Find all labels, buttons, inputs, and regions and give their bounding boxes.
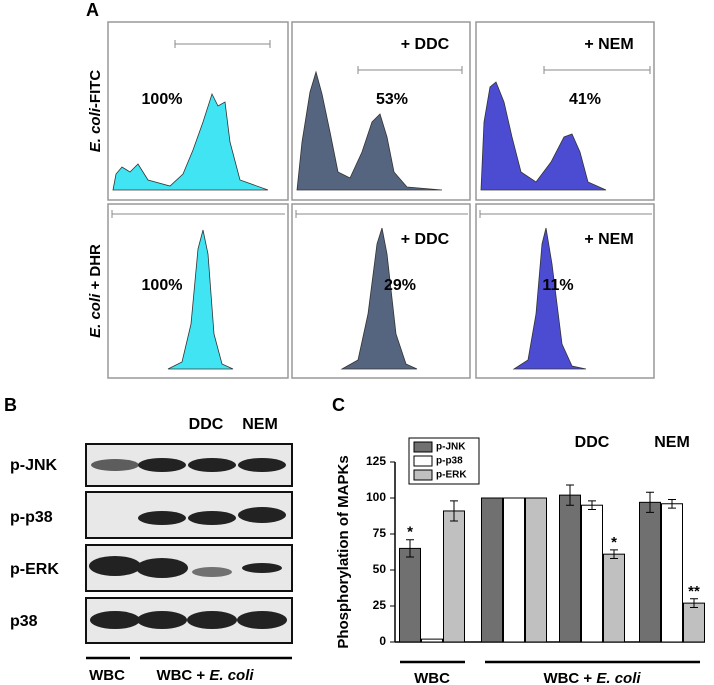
histogram-grid [107,21,655,379]
lane-label: NEM [242,416,278,433]
bar [639,501,661,643]
error-bar [588,500,596,511]
row-label-italic: E. coli [87,293,104,338]
histogram [340,227,418,370]
significance: * [407,524,413,541]
category-label: DDC [575,434,610,451]
legend-swatch [413,455,433,467]
row-label-text: -FITC [87,70,104,108]
error-bar [690,598,698,608]
blot-label: p-p38 [10,509,53,526]
error-bar [406,539,414,558]
row-label: E. coli-FITC [87,70,104,153]
y-tick-label: 25 [373,598,387,612]
significance: ** [688,583,700,600]
legend-swatch [413,469,433,481]
group-label-text: WBC + [543,670,596,685]
bar [661,503,683,643]
group-label-italic: E. coli [596,670,641,685]
error-bar [566,484,574,506]
legend-label: p-ERK [436,470,467,481]
panel-label: B [4,395,17,415]
percentage: 100% [142,91,183,108]
condition-label: + NEM [584,231,633,248]
group-label-text: WBC + [156,667,209,684]
y-tick-label: 50 [373,562,387,576]
histogram [167,229,234,370]
y-axis-label: Phosphorylation of MAPKs [335,455,352,648]
histogram [296,70,443,191]
lane-label: DDC [189,416,224,433]
y-tick-label: 100 [366,490,386,504]
group-label: WBC + E. coli [543,670,641,685]
legend-label: p-p38 [436,456,463,467]
category-label: NEM [654,434,690,451]
blot-label: p-JNK [10,457,58,474]
histogram-box [475,203,655,379]
percentage: 29% [384,277,416,294]
bar [581,504,603,643]
legend-label: p-JNK [436,442,466,453]
bar [443,510,465,643]
bar [503,497,525,643]
bar [683,602,705,643]
bar [421,638,443,643]
bar [525,497,547,643]
row-label-text: + DHR [87,244,104,294]
histogram [480,81,607,191]
condition-label: + DDC [401,231,450,248]
histogram [112,92,269,191]
condition-label: + DDC [401,36,450,53]
error-bar [610,549,618,559]
blot-label: p-ERK [10,561,59,578]
significance: * [611,534,617,551]
legend-swatch [413,441,433,453]
condition-label: + NEM [584,36,633,53]
bar [399,547,421,643]
western-blot [85,443,293,644]
bar [603,553,625,643]
bar [481,497,503,643]
y-tick-label: 0 [379,634,386,648]
percentage: 41% [569,91,601,108]
y-tick-label: 125 [366,454,386,468]
y-tick-label: 75 [373,526,387,540]
row-label: E. coli + DHR [87,244,104,338]
error-bar [668,498,676,509]
percentage: 53% [376,91,408,108]
blot-label: p38 [10,613,38,630]
group-label-italic: E. coli [209,667,254,684]
group-label: WBC [89,667,125,684]
gate-markers [111,40,652,218]
row-label-italic: E. coli [87,107,104,152]
percentage: 100% [142,277,183,294]
panel-label: C [332,395,345,415]
histogram [512,227,587,370]
group-label: WBC [414,670,450,685]
panel-label: A [86,0,99,20]
error-bar [646,491,654,513]
error-bar [450,500,458,522]
bar [559,494,581,643]
percentage: 11% [542,277,573,294]
group-label: WBC + E. coli [156,667,254,684]
